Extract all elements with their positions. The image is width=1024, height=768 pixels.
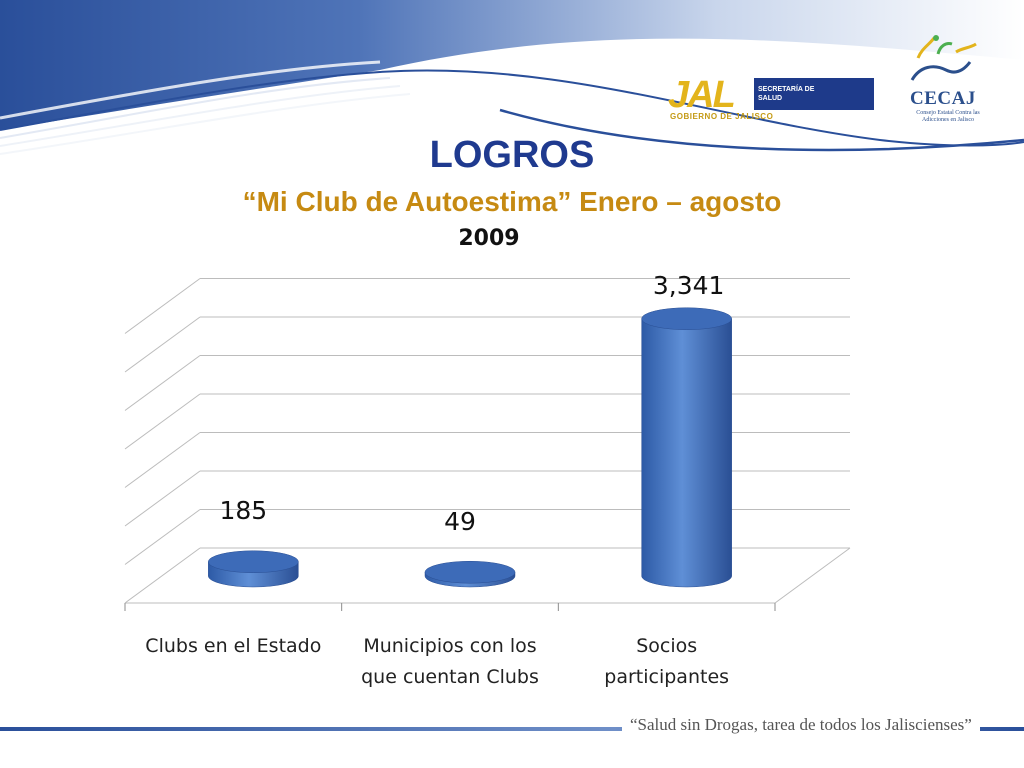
gridline-side: [124, 355, 201, 411]
gridline-side: [124, 509, 201, 565]
bar-top-0: [208, 550, 299, 574]
jal-logo-subtext: GOBIERNO DE JALISCO: [670, 112, 774, 121]
secretaria-line: SECRETARÍA DE: [758, 86, 815, 93]
x-tick-label-2: Socios: [636, 635, 697, 657]
gridline-side: [124, 547, 201, 604]
data-label-2: 3,341: [653, 271, 725, 300]
data-label-0: 185: [219, 496, 267, 525]
x-tick-label-1: Municipios con los: [363, 635, 536, 657]
gridline-side: [124, 393, 201, 450]
cecaj-emblem-icon: [910, 35, 977, 81]
bar-top-2: [641, 307, 732, 330]
cecaj-logo: CECAJ Consejo Estatal Contra las Adiccio…: [900, 30, 990, 130]
cecaj-logo-subtitle: Consejo Estatal Contra las Adicciones en…: [916, 110, 980, 123]
x-tick-label-0: Clubs en el Estado: [145, 635, 321, 657]
bar-top-1: [424, 560, 516, 584]
bar-chart: 185 Clubs en el Estado 49 Municipios con lo…: [124, 271, 851, 688]
gobierno-jalisco-logo: JAL GOBIERNO DE JALISCO SECRETARÍA DE SA…: [668, 76, 876, 124]
x-tick-label-1: que cuentan Clubs: [361, 666, 539, 688]
jal-logo-word: JAL: [668, 74, 736, 116]
gridline-side: [124, 432, 201, 488]
footer-slogan: “Salud sin Drogas, tarea de todos los Ja…: [622, 715, 980, 735]
cecaj-logo-name: CECAJ: [910, 88, 976, 109]
gridline-side: [124, 278, 201, 334]
data-label-1: 49: [444, 507, 476, 536]
bar-2: [641, 318, 732, 588]
secretaria-salud-box: SECRETARÍA DE SALUD: [754, 78, 874, 110]
header-swoosh-background: [0, 0, 1024, 155]
x-tick-label-2: participantes: [604, 666, 729, 688]
gridline-side: [124, 316, 201, 373]
chart-year: 2009: [458, 226, 520, 251]
gridline-side: [124, 470, 201, 527]
slide-title: LOGROS: [429, 134, 595, 176]
slide-subtitle: “Mi Club de Autoestima” Enero – agosto: [242, 186, 782, 217]
footer-rule: [0, 727, 1024, 731]
salud-line: SALUD: [758, 95, 783, 102]
